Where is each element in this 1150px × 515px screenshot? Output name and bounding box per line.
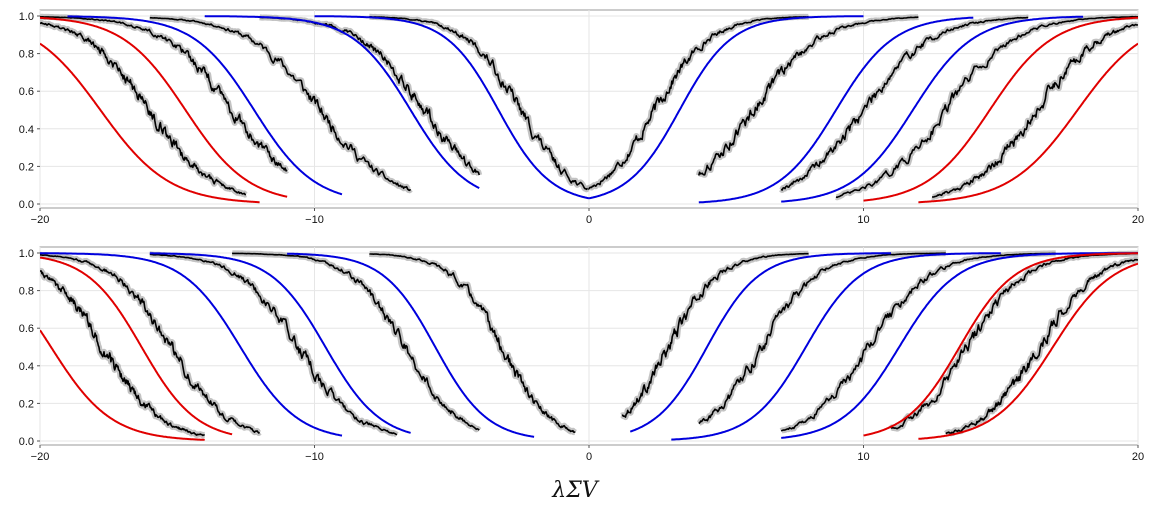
series-exact-9 [314, 15, 590, 200]
x-tick-label: −10 [305, 214, 324, 226]
series-exact-8 [204, 15, 480, 189]
plot-area [40, 13, 1138, 204]
series-exact-0 [40, 329, 206, 441]
series-exact-18 [863, 252, 1138, 437]
series-empirical-14 [945, 258, 1138, 435]
series-empirical-4 [149, 16, 412, 192]
series-empirical-10 [621, 252, 809, 418]
x-axis-label: λΣV [552, 478, 598, 503]
top-panel: 0.0 0.2 0.4 0.6 0.8 1.0 −20 −10 0 10 20 [19, 9, 1144, 226]
series-exact-19 [918, 262, 1138, 440]
y-tick-label: 0.0 [19, 436, 34, 448]
y-tick-label: 0.4 [19, 124, 34, 136]
y-tick-label: 1.0 [19, 248, 34, 260]
series-empirical-5 [232, 252, 480, 431]
x-tick-label: 10 [857, 214, 869, 226]
series-exact-18 [863, 16, 1138, 202]
series-empirical-11 [698, 16, 919, 176]
series-empirical-6 [369, 253, 576, 434]
series-exact-15 [629, 252, 891, 433]
series-exact-16 [671, 252, 1001, 441]
x-tick-label: 0 [586, 451, 592, 463]
bottom-panel: 0.0 0.2 0.4 0.6 0.8 1.0 −20 −10 0 10 20 [19, 246, 1144, 463]
x-tick-label: 10 [857, 451, 869, 463]
y-tick-label: 0.0 [19, 199, 34, 211]
series-empirical-4 [149, 253, 398, 436]
y-tick-label: 0.2 [19, 398, 34, 410]
series-empirical-11 [698, 252, 946, 425]
series-empirical-6 [369, 16, 590, 191]
series-empirical-10 [588, 15, 809, 190]
series-exact-15 [588, 15, 864, 200]
series-exact-17 [781, 252, 1138, 439]
series-exact-17 [781, 15, 1084, 203]
x-tick-label: 20 [1132, 451, 1144, 463]
series-exact-9 [286, 252, 535, 438]
x-tick-label: −10 [305, 451, 324, 463]
series-exact-16 [698, 16, 974, 204]
series-exact-0 [40, 42, 260, 204]
y-tick-label: 0.8 [19, 286, 34, 298]
series-exact-8 [149, 252, 411, 434]
series-empirical-12 [780, 16, 1029, 191]
y-tick-label: 0.2 [19, 161, 34, 173]
x-tick-label: −20 [31, 214, 50, 226]
x-tick-label: −20 [31, 451, 50, 463]
series-empirical-3 [40, 254, 261, 434]
series-exact-7 [67, 15, 343, 196]
series-empirical-12 [780, 252, 1056, 432]
series-exact-19 [918, 42, 1138, 204]
series-empirical-3 [40, 15, 288, 172]
y-tick-label: 0.6 [19, 323, 34, 335]
figure: 0.00.20.40.60.81.0−20 −10 0 10 20 0.00.20.40… [19, 9, 1144, 463]
series-empirical-2 [40, 270, 205, 437]
series-empirical-13 [835, 15, 1138, 199]
plot-area [40, 250, 1138, 441]
series-empirical-2 [40, 21, 247, 196]
x-tick-label: 20 [1132, 214, 1144, 226]
y-tick-label: 1.0 [19, 11, 34, 23]
y-tick-label: 0.6 [19, 86, 34, 98]
series-empirical-14 [931, 23, 1138, 198]
x-tick-label: 0 [586, 214, 592, 226]
series-exact-1 [40, 16, 288, 198]
y-tick-label: 0.8 [19, 49, 34, 61]
y-tick-label: 0.4 [19, 361, 34, 373]
series-exact-7 [40, 252, 343, 437]
series-exact-1 [40, 256, 233, 436]
